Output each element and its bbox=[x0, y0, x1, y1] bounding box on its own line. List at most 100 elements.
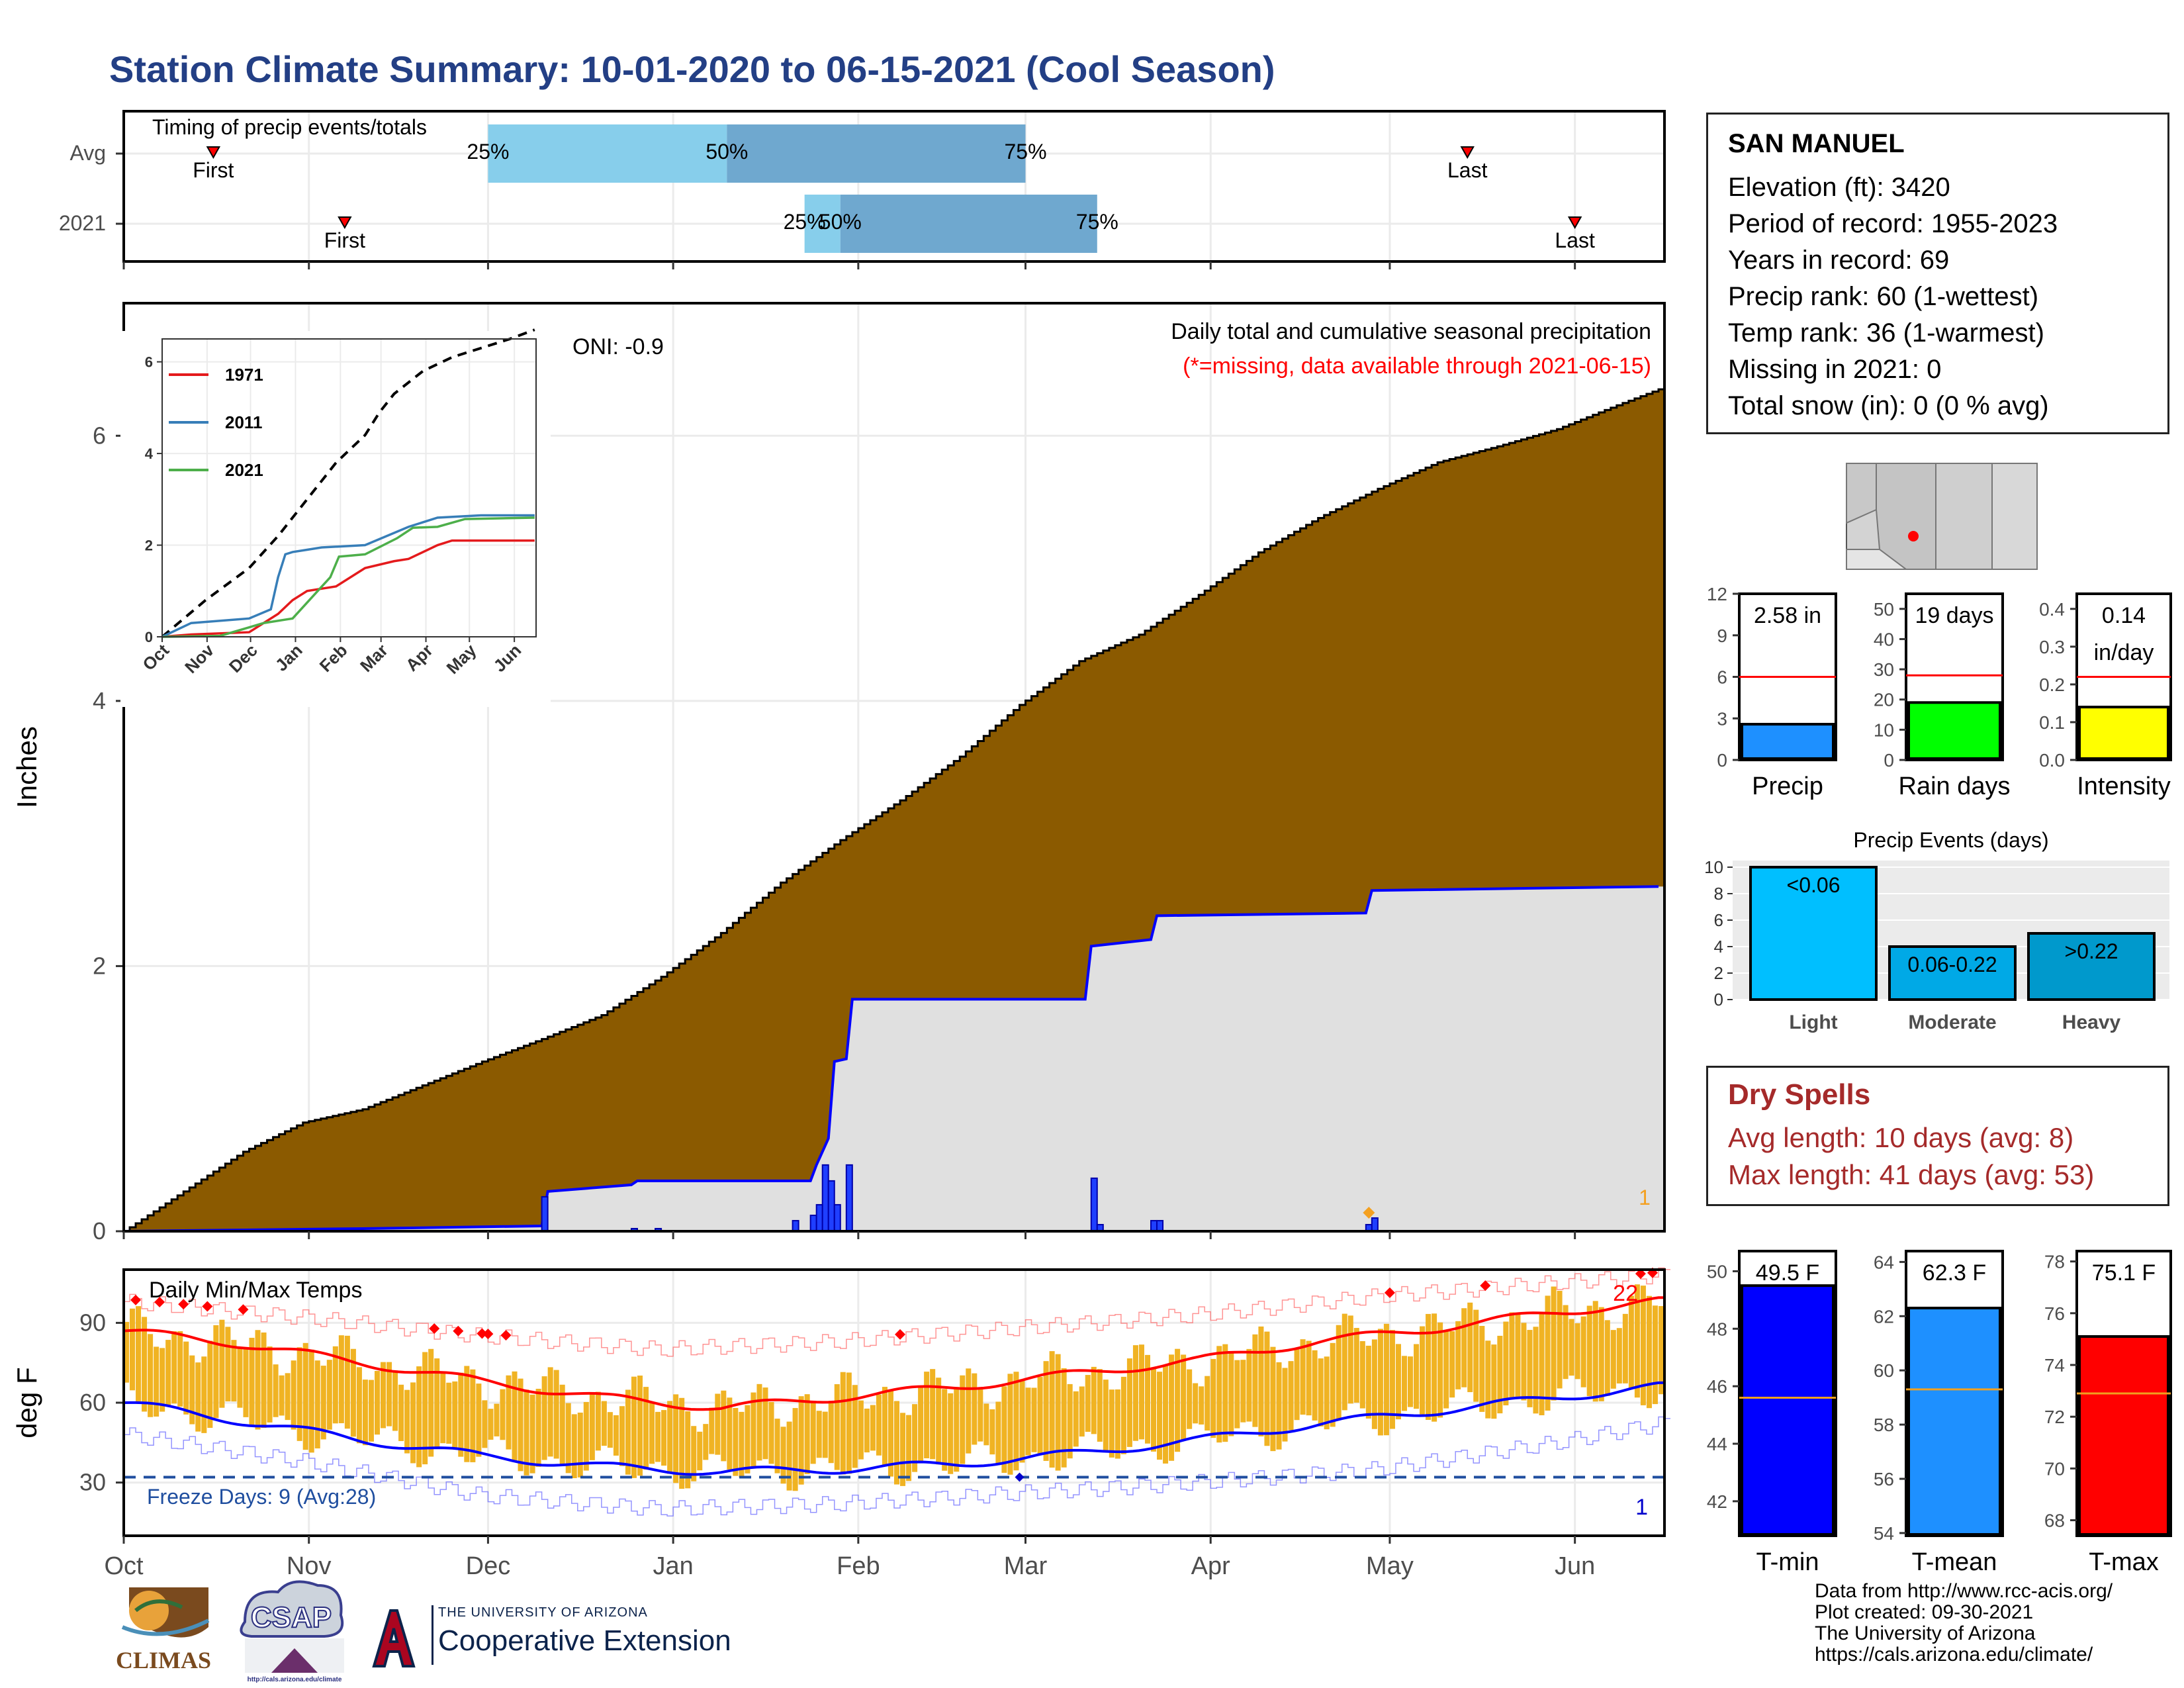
precip-summary-ylabel-precip-9: 9 bbox=[1717, 626, 1727, 646]
temp-summary-ylabel-t-mean-62: 62 bbox=[1874, 1306, 1894, 1327]
daily-temp-bar bbox=[1097, 1369, 1103, 1442]
daily-temp-bar bbox=[637, 1376, 643, 1476]
daily-temp-bar bbox=[207, 1340, 213, 1429]
temp-summary-name-t-max: T-max bbox=[2089, 1548, 2159, 1576]
temps-xlabel-Oct: Oct bbox=[104, 1552, 144, 1580]
daily-temp-bar bbox=[494, 1403, 500, 1436]
temps-ylabel-60: 60 bbox=[79, 1389, 106, 1416]
ua-text: THE UNIVERSITY OF ARIZONA Cooperative Ex… bbox=[438, 1605, 731, 1658]
temps-xlabel-Mar: Mar bbox=[1004, 1552, 1048, 1580]
daily-temp-bar bbox=[739, 1411, 745, 1477]
daily-temp-bar bbox=[1318, 1358, 1324, 1427]
precip-frame bbox=[122, 302, 1666, 1233]
daily-temp-bar bbox=[1432, 1313, 1437, 1422]
temps-xlabel-Feb: Feb bbox=[837, 1552, 880, 1580]
daily-temp-bar bbox=[482, 1400, 488, 1448]
daily-temp-bar bbox=[1622, 1313, 1628, 1383]
daily-temp-bar bbox=[1408, 1356, 1414, 1407]
daily-temp-bar bbox=[900, 1413, 906, 1486]
climas-logo: CLIMAS bbox=[116, 1587, 211, 1673]
precip-summary-value-label-rain-days: 19 days bbox=[1915, 603, 1993, 628]
daily-temp-bar bbox=[1533, 1327, 1539, 1414]
daily-temp-bar bbox=[1073, 1391, 1079, 1447]
daily-temp-bar bbox=[942, 1389, 948, 1471]
daily-temp-bar bbox=[918, 1385, 924, 1464]
daily-temp-bar bbox=[1467, 1302, 1473, 1393]
daily-temp-bar bbox=[410, 1382, 416, 1464]
inset-legend-label-2011: 2011 bbox=[225, 412, 262, 432]
daily-temp-bar bbox=[1652, 1305, 1658, 1405]
temps-xlabel-Nov: Nov bbox=[287, 1552, 332, 1580]
timing-marker-last-Avg bbox=[1460, 146, 1475, 160]
temps-ylabel-30: 30 bbox=[79, 1469, 106, 1496]
temp-summary-ylabel-t-min-48: 48 bbox=[1707, 1319, 1727, 1339]
map-region-newmexico bbox=[1935, 463, 1993, 570]
daily-temp-bar bbox=[978, 1388, 983, 1442]
daily-temp-bar bbox=[458, 1372, 464, 1457]
precip-summary-value-label-intensity: 0.14 bbox=[2102, 603, 2146, 628]
timing-label-first-2021: First bbox=[324, 228, 365, 252]
daily-temp-bar bbox=[302, 1342, 308, 1450]
daily-temp-bar bbox=[565, 1403, 571, 1474]
summary-temp-charts: 49.5 F 42 44 46 48 50 T-min 62.3 F 54 56 58 60 62 64 T… bbox=[1707, 1250, 2172, 1576]
daily-temp-bar bbox=[559, 1384, 565, 1466]
daily-temp-bar bbox=[1497, 1335, 1503, 1414]
timing-label-50-Avg: 50% bbox=[705, 140, 748, 164]
daily-temp-bar bbox=[745, 1405, 751, 1474]
climas-logo-text: CLIMAS bbox=[116, 1647, 211, 1673]
dry-spells-max: Max length: 41 days (avg: 53) bbox=[1728, 1159, 2095, 1190]
daily-temp-bar bbox=[589, 1392, 595, 1460]
timing-bar-50-75-2021 bbox=[840, 195, 1097, 253]
daily-temp-bar bbox=[1240, 1360, 1246, 1423]
daily-temp-bar bbox=[1377, 1329, 1383, 1436]
temp-summary-ylabel-t-max-68: 68 bbox=[2044, 1511, 2065, 1531]
events-xlabel-heavy: Heavy bbox=[2062, 1011, 2121, 1033]
record-high-marker bbox=[895, 1329, 906, 1340]
daily-temp-bar bbox=[649, 1402, 655, 1464]
daily-temp-bar bbox=[404, 1389, 410, 1454]
daily-temp-bar bbox=[858, 1400, 864, 1460]
precip-summary-ylabel-intensity-0: 0.0 bbox=[2039, 750, 2065, 771]
daily-temp-bar bbox=[1252, 1334, 1258, 1427]
station-period: Period of record: 1955-2023 bbox=[1728, 209, 2058, 238]
daily-temp-bar bbox=[1264, 1331, 1270, 1446]
daily-temp-bar bbox=[685, 1411, 691, 1489]
daily-temp-bar bbox=[1306, 1340, 1312, 1416]
daily-temp-bar bbox=[691, 1426, 697, 1481]
daily-temp-bar bbox=[607, 1412, 613, 1448]
map-region-mexico bbox=[1846, 549, 1908, 570]
daily-temp-bar bbox=[434, 1358, 440, 1448]
daily-temp-bar bbox=[470, 1369, 476, 1462]
daily-temp-bar bbox=[810, 1401, 816, 1464]
precip-summary-value-label-precip: 2.58 in bbox=[1754, 603, 1821, 628]
dry-spells-heading: Dry Spells bbox=[1728, 1078, 1871, 1111]
temp-summary-ylabel-t-max-72: 72 bbox=[2044, 1407, 2065, 1427]
precip-ylabel-4: 4 bbox=[93, 687, 106, 714]
daily-temp-bar bbox=[237, 1348, 243, 1408]
daily-temp-bar bbox=[1288, 1361, 1294, 1430]
daily-temp-bar bbox=[1336, 1325, 1342, 1420]
daily-temp-bar bbox=[751, 1392, 756, 1467]
daily-temp-bar bbox=[344, 1335, 350, 1429]
temps-xlabel-May: May bbox=[1366, 1552, 1414, 1580]
daily-temp-bar bbox=[1199, 1386, 1205, 1425]
daily-precip-bar bbox=[541, 1196, 549, 1232]
events-xlabel-light: Light bbox=[1789, 1011, 1837, 1033]
precip-summary-ylabel-precip-3: 3 bbox=[1717, 708, 1727, 729]
ua-divider bbox=[432, 1605, 433, 1665]
temp-summary-ylabel-t-max-70: 70 bbox=[2044, 1458, 2065, 1479]
daily-temp-bar bbox=[1455, 1321, 1461, 1389]
station-years: Years in record: 69 bbox=[1728, 246, 1950, 275]
daily-temp-bar bbox=[1521, 1323, 1527, 1401]
precip-summary-ylabel-rain-days-0: 0 bbox=[1884, 750, 1894, 771]
temp-summary-ylabel-t-mean-58: 58 bbox=[1874, 1415, 1894, 1435]
daily-temp-bar bbox=[1545, 1295, 1551, 1411]
temps-xlabel-Apr: Apr bbox=[1191, 1552, 1230, 1580]
daily-temp-bar bbox=[183, 1341, 189, 1415]
precip-summary-bar-rain-days bbox=[1907, 701, 2001, 760]
daily-temp-bar bbox=[189, 1355, 195, 1425]
inset-legend-label-2021: 2021 bbox=[225, 460, 263, 480]
timing-title: Timing of precip events/totals bbox=[152, 115, 427, 139]
